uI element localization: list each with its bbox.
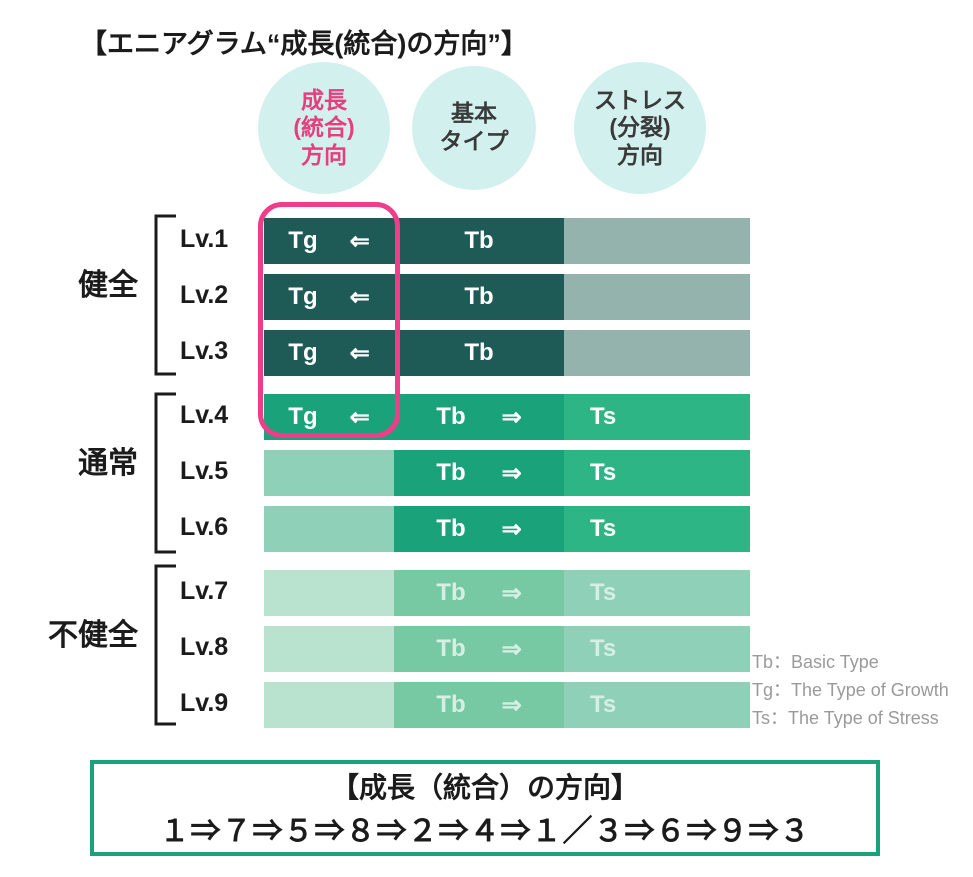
cell-tg: ⇐ <box>264 450 394 496</box>
level-label: Lv.1 <box>180 225 228 254</box>
cell-tb: Tb ⇒ <box>394 506 564 552</box>
cell-tb: Tb ⇒ <box>394 682 564 728</box>
table-row: Lv.6 ⇐ Tb ⇒ Ts <box>0 506 973 552</box>
table-row: Lv.1 Tg ⇐ Tb ⇒ <box>0 218 973 264</box>
cell-ts <box>564 274 750 320</box>
arrow-right-icon: ⇒ <box>502 579 522 608</box>
tb-text: Tb <box>464 339 493 367</box>
cell-ts: Ts <box>564 394 750 440</box>
col-header-growth-label: 成長 (統合) 方向 <box>293 87 354 170</box>
level-label: Lv.8 <box>180 633 228 662</box>
arrow-right-icon: ⇒ <box>502 403 522 432</box>
tb-text: Tb <box>436 635 465 663</box>
arrow-right-icon: ⇒ <box>502 635 522 664</box>
arrow-right-icon: ⇒ <box>502 459 522 488</box>
tb-text: Tb <box>436 579 465 607</box>
cell-ts <box>564 218 750 264</box>
cell-tb: Tb ⇒ <box>394 626 564 672</box>
col-header-basic-label: 基本 タイプ <box>440 100 509 155</box>
growth-highlight-frame <box>258 202 400 438</box>
ts-text: Ts <box>590 459 616 487</box>
ts-text: Ts <box>590 691 616 719</box>
level-label: Lv.9 <box>180 689 228 718</box>
cell-ts: Ts <box>564 506 750 552</box>
ts-text: Ts <box>590 635 616 663</box>
cell-ts: Ts <box>564 570 750 616</box>
level-label: Lv.6 <box>180 513 228 542</box>
cell-ts <box>564 330 750 376</box>
cell-tb: Tb ⇒ <box>394 570 564 616</box>
tb-text: Tb <box>436 515 465 543</box>
level-label: Lv.3 <box>180 337 228 366</box>
col-header-basic: 基本 タイプ <box>412 66 536 190</box>
tb-text: Tb <box>464 283 493 311</box>
level-label: Lv.5 <box>180 457 228 486</box>
legend-ts: Ts：The Type of Stress <box>752 704 939 730</box>
level-label: Lv.7 <box>180 577 228 606</box>
table-row: Lv.3 Tg ⇐ Tb ⇒ <box>0 330 973 376</box>
table-row: Lv.4 Tg ⇐ Tb ⇒ Ts <box>0 394 973 440</box>
cell-tg: ⇐ <box>264 626 394 672</box>
ts-text: Ts <box>590 403 616 431</box>
growth-direction-box: 【成長（統合）の方向】 １⇒７⇒５⇒８⇒２⇒４⇒１／３⇒６⇒９⇒３ <box>90 760 880 856</box>
table-row: Lv.7 ⇐ Tb ⇒ Ts <box>0 570 973 616</box>
level-label: Lv.4 <box>180 401 228 430</box>
cell-tg: ⇐ <box>264 682 394 728</box>
arrow-right-icon: ⇒ <box>502 691 522 720</box>
tb-text: Tb <box>436 403 465 431</box>
growth-direction-sequence: １⇒７⇒５⇒８⇒２⇒４⇒１／３⇒６⇒９⇒３ <box>160 806 811 850</box>
col-header-stress-label: ストレス (分裂) 方向 <box>594 87 686 170</box>
table-row: Lv.2 Tg ⇐ Tb ⇒ <box>0 274 973 320</box>
cell-ts: Ts <box>564 626 750 672</box>
cell-tb: Tb ⇒ <box>394 330 564 376</box>
cell-tb: Tb ⇒ <box>394 394 564 440</box>
col-header-stress: ストレス (分裂) 方向 <box>574 62 706 194</box>
cell-tb: Tb ⇒ <box>394 450 564 496</box>
tb-text: Tb <box>436 691 465 719</box>
cell-tg: ⇐ <box>264 570 394 616</box>
col-header-growth: 成長 (統合) 方向 <box>258 62 390 194</box>
level-label: Lv.2 <box>180 281 228 310</box>
table-row: Lv.5 ⇐ Tb ⇒ Ts <box>0 450 973 496</box>
legend-tb: Tb：Basic Type <box>752 648 879 674</box>
ts-text: Ts <box>590 579 616 607</box>
page-title: 【エニアグラム“成長(統合)の方向”】 <box>80 22 528 61</box>
arrow-right-icon: ⇒ <box>502 515 522 544</box>
growth-direction-title: 【成長（統合）の方向】 <box>331 766 639 806</box>
tb-text: Tb <box>464 227 493 255</box>
cell-tb: Tb ⇒ <box>394 218 564 264</box>
cell-ts: Ts <box>564 682 750 728</box>
ts-text: Ts <box>590 515 616 543</box>
tb-text: Tb <box>436 459 465 487</box>
legend-tg: Tg：The Type of Growth <box>752 676 949 702</box>
cell-ts: Ts <box>564 450 750 496</box>
cell-tg: ⇐ <box>264 506 394 552</box>
cell-tb: Tb ⇒ <box>394 274 564 320</box>
